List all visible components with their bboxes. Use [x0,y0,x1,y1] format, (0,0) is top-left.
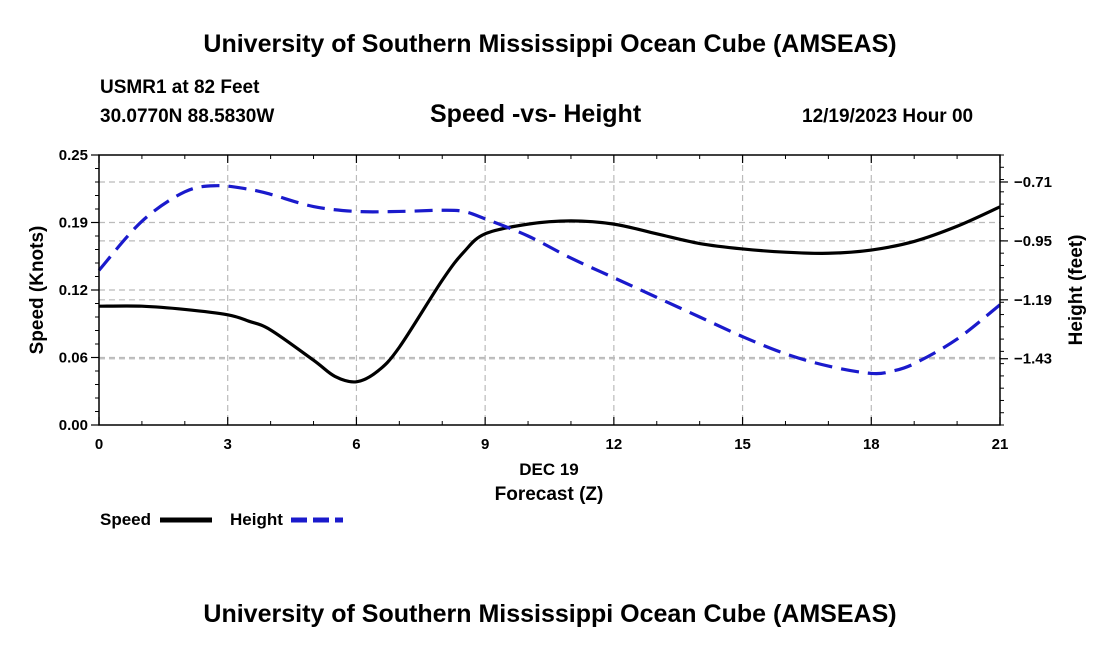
y-axis-title-left: Speed (Knots) [27,226,48,355]
x-tick-label: 18 [863,436,880,453]
station-name: USMR1 at 82 Feet [100,77,260,98]
x-axis-title: Forecast (Z) [495,484,604,505]
y-tick-label-left: 0.25 [59,147,88,164]
x-tick-label: 15 [734,436,751,453]
forecast-date: 12/19/2023 Hour 00 [802,106,974,127]
legend-label-height: Height [230,510,283,529]
x-axis-date-label: DEC 19 [519,460,579,479]
footer-title: University of Southern Mississippi Ocean… [203,600,897,628]
main-title: University of Southern Mississippi Ocean… [203,30,897,58]
station-coordinates: 30.0770N 88.5830W [100,106,275,127]
series-line-speed [98,205,1001,384]
legend: Speed Height [100,510,343,529]
x-tick-label: 6 [352,436,360,453]
y-tick-label-left: 0.12 [59,282,88,299]
y-tick-label-left: 0.19 [59,215,88,232]
x-tick-label: 12 [606,436,623,453]
y-tick-label-right: −0.71 [1014,174,1052,191]
chart-title: Speed -vs- Height [430,100,642,128]
y-tick-label-right: −1.43 [1014,351,1052,368]
y-tick-label-left: 0.00 [59,417,88,434]
legend-label-speed: Speed [100,510,151,529]
y-tick-label-right: −1.19 [1014,292,1052,309]
x-tick-label: 9 [481,436,489,453]
y-tick-label-left: 0.06 [59,350,88,367]
x-tick-label: 3 [224,436,232,453]
y-tick-label-right: −0.95 [1014,233,1052,250]
x-tick-label: 21 [992,436,1009,453]
y-axis-title-right: Height (feet) [1066,235,1087,346]
x-tick-label: 0 [95,436,103,453]
series-line-height [97,184,1001,376]
